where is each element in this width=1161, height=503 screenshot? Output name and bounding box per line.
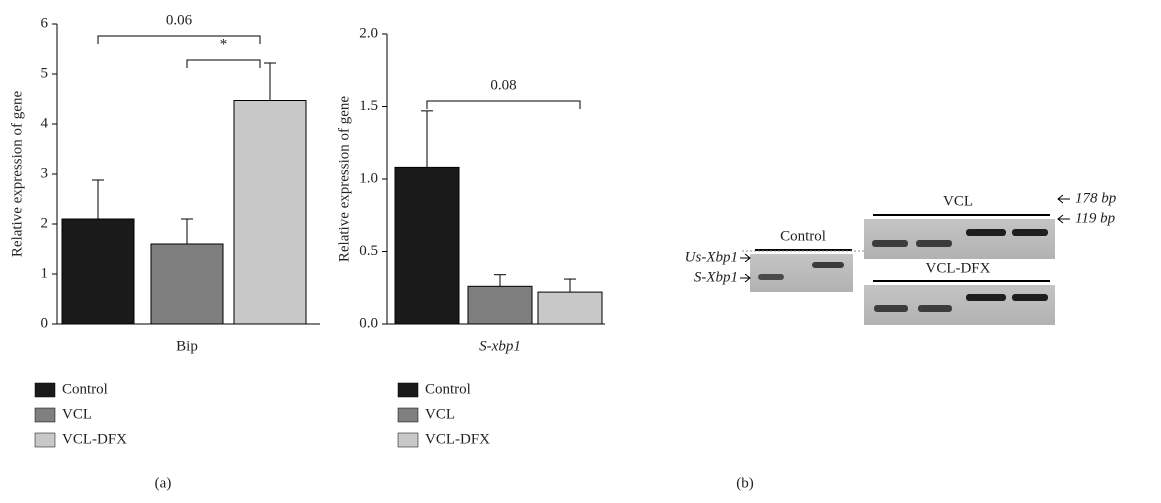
y-tick-label: 2.0 <box>359 25 378 41</box>
significance-bracket <box>426 100 581 109</box>
legend-swatch <box>34 382 56 398</box>
legend-label: VCL <box>62 406 92 422</box>
y-tick-label: 6 <box>41 15 49 31</box>
gel-band <box>966 229 1006 236</box>
legend-swatch <box>397 432 419 448</box>
arrow <box>740 253 751 263</box>
x-axis-label: Bip <box>176 338 198 354</box>
gel-label: Control <box>780 228 826 244</box>
bar <box>61 218 135 325</box>
y-tick-label: 1.0 <box>359 170 378 186</box>
gel-image <box>864 219 1055 259</box>
y-tick-label: 1 <box>41 265 49 281</box>
y-tick-label: 0.0 <box>359 315 378 331</box>
gel-label: S-Xbp1 <box>694 269 738 285</box>
gel-label: VCL <box>943 193 973 209</box>
gel-label: Us-Xbp1 <box>685 249 738 265</box>
legend-label: VCL-DFX <box>62 431 127 447</box>
arrow <box>1057 194 1070 204</box>
legend-label: Control <box>425 381 471 397</box>
y-tick-label: 3 <box>41 165 49 181</box>
gel-band <box>812 262 844 268</box>
panel-label: (b) <box>736 475 754 491</box>
y-tick-label: 1.5 <box>359 98 378 114</box>
y-tick-label: 5 <box>41 65 49 81</box>
legend-label: VCL <box>425 406 455 422</box>
gel-band <box>872 240 908 247</box>
bar <box>394 166 460 325</box>
annotation: 0.06 <box>166 12 193 28</box>
significance-bracket <box>97 35 261 44</box>
legend-label: Control <box>62 381 108 397</box>
gel-image <box>750 254 853 292</box>
bar <box>150 243 224 325</box>
arrow <box>1057 214 1070 224</box>
legend-swatch <box>397 407 419 423</box>
gel-band <box>916 240 952 247</box>
gel-panel: Control Us-Xbp1 S-Xbp1 VCL VCL-DFX 178 b… <box>685 190 1117 325</box>
bar <box>233 100 307 325</box>
gel-band <box>1012 229 1048 236</box>
gel-band <box>966 294 1006 301</box>
gel-band <box>1012 294 1048 301</box>
annotation: 0.08 <box>490 77 516 93</box>
arrow <box>740 273 751 283</box>
gel-label: 119 bp <box>1075 210 1116 226</box>
gel-band <box>758 274 784 280</box>
legend-swatch <box>34 432 56 448</box>
annotation: * <box>220 36 228 52</box>
x-axis-label: S-xbp1 <box>479 338 521 354</box>
gel-band <box>874 305 908 312</box>
significance-bracket <box>186 59 261 68</box>
y-axis-label: Relative expression of gene <box>9 91 25 258</box>
legend-swatch <box>397 382 419 398</box>
y-tick-label: 0.5 <box>359 243 378 259</box>
gel-label: VCL-DFX <box>925 260 990 276</box>
y-tick-label: 0 <box>41 315 49 331</box>
bar <box>537 291 603 325</box>
y-tick-label: 4 <box>41 115 49 131</box>
legend-swatch <box>34 407 56 423</box>
y-axis-label: Relative expression of gene <box>336 96 352 263</box>
panel-label: (a) <box>155 475 172 491</box>
gel-band <box>918 305 952 312</box>
gel-label: 178 bp <box>1075 190 1117 206</box>
legend-label: VCL-DFX <box>425 431 490 447</box>
y-tick-label: 2 <box>41 215 49 231</box>
bar <box>467 285 533 325</box>
